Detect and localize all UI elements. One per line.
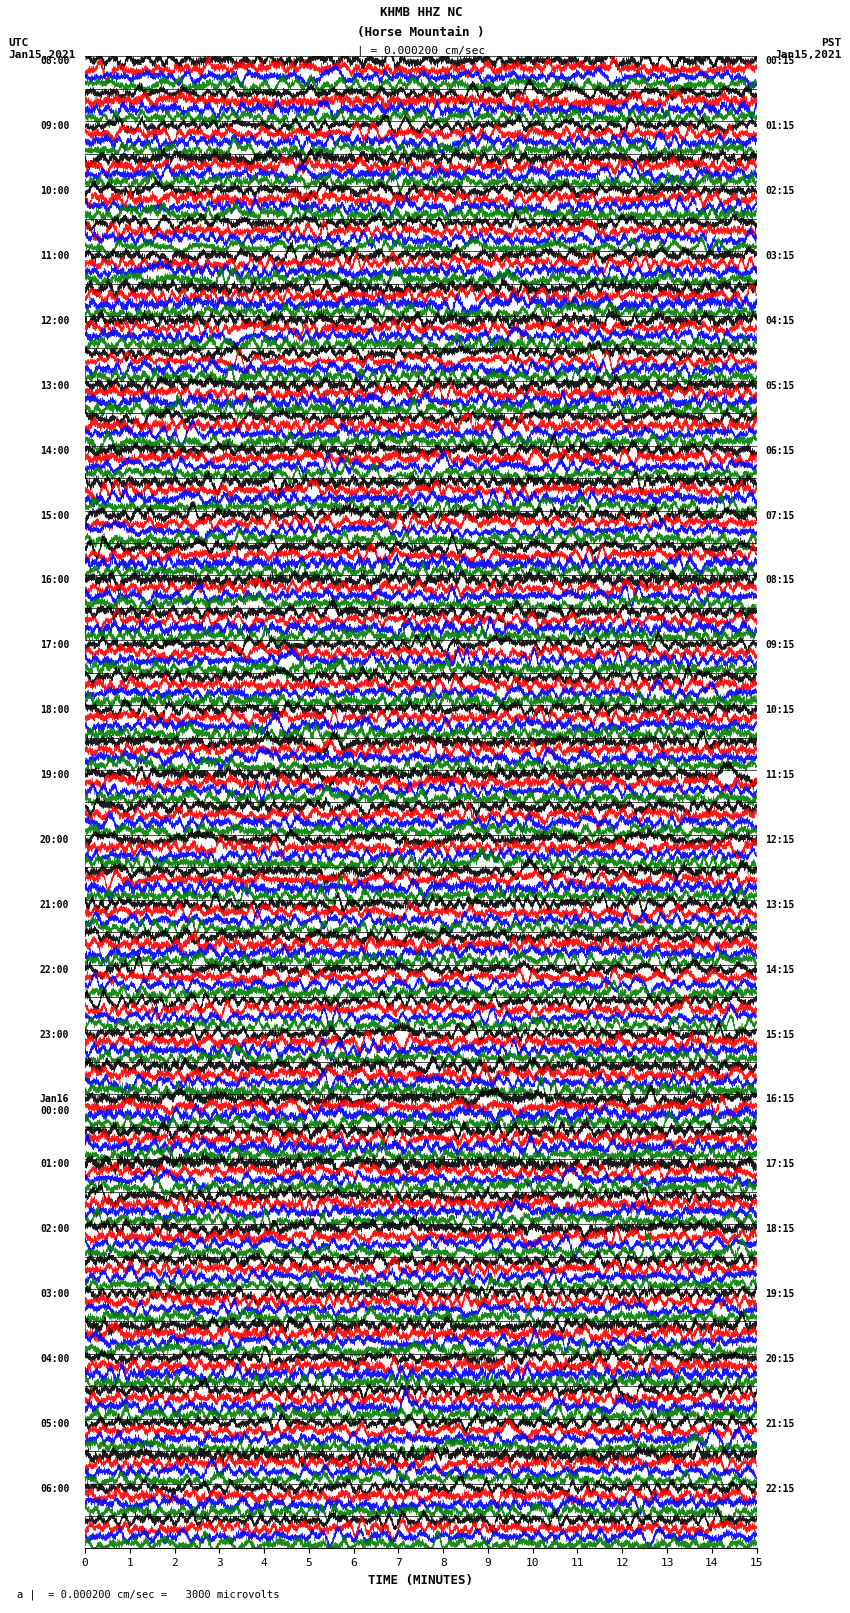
Text: 03:15: 03:15 [766, 252, 795, 261]
Text: 23:00: 23:00 [40, 1029, 70, 1039]
Text: | = 0.000200 cm/sec: | = 0.000200 cm/sec [357, 45, 484, 56]
Text: Jan15,2021: Jan15,2021 [8, 50, 76, 60]
Text: 14:15: 14:15 [766, 965, 795, 974]
Text: 08:00: 08:00 [40, 56, 70, 66]
Text: UTC: UTC [8, 39, 29, 48]
Text: 05:15: 05:15 [766, 381, 795, 390]
Text: 21:00: 21:00 [40, 900, 70, 910]
Text: Jan16
00:00: Jan16 00:00 [40, 1094, 70, 1116]
Text: 13:15: 13:15 [766, 900, 795, 910]
Text: 22:15: 22:15 [766, 1484, 795, 1494]
Text: 20:00: 20:00 [40, 836, 70, 845]
Text: 22:00: 22:00 [40, 965, 70, 974]
Text: 18:15: 18:15 [766, 1224, 795, 1234]
Text: PST: PST [821, 39, 842, 48]
Text: 20:15: 20:15 [766, 1353, 795, 1365]
Text: 02:15: 02:15 [766, 185, 795, 197]
Text: 13:00: 13:00 [40, 381, 70, 390]
Text: 01:00: 01:00 [40, 1160, 70, 1169]
Text: 04:15: 04:15 [766, 316, 795, 326]
Text: 21:15: 21:15 [766, 1419, 795, 1429]
Text: 12:00: 12:00 [40, 316, 70, 326]
Text: 11:15: 11:15 [766, 769, 795, 781]
Text: 09:00: 09:00 [40, 121, 70, 131]
Text: 06:00: 06:00 [40, 1484, 70, 1494]
Text: 02:00: 02:00 [40, 1224, 70, 1234]
Text: 01:15: 01:15 [766, 121, 795, 131]
Text: a |  = 0.000200 cm/sec =   3000 microvolts: a | = 0.000200 cm/sec = 3000 microvolts [17, 1589, 280, 1600]
Text: 19:15: 19:15 [766, 1289, 795, 1298]
Text: 16:00: 16:00 [40, 576, 70, 586]
X-axis label: TIME (MINUTES): TIME (MINUTES) [368, 1574, 473, 1587]
Text: 05:00: 05:00 [40, 1419, 70, 1429]
Text: KHMB HHZ NC: KHMB HHZ NC [379, 6, 462, 19]
Text: 15:15: 15:15 [766, 1029, 795, 1039]
Text: 14:00: 14:00 [40, 445, 70, 456]
Text: 04:00: 04:00 [40, 1353, 70, 1365]
Text: 15:00: 15:00 [40, 511, 70, 521]
Text: 09:15: 09:15 [766, 640, 795, 650]
Text: Jan15,2021: Jan15,2021 [774, 50, 842, 60]
Text: 17:00: 17:00 [40, 640, 70, 650]
Text: 10:15: 10:15 [766, 705, 795, 715]
Text: (Horse Mountain ): (Horse Mountain ) [357, 26, 484, 39]
Text: 08:15: 08:15 [766, 576, 795, 586]
Text: 19:00: 19:00 [40, 769, 70, 781]
Text: 11:00: 11:00 [40, 252, 70, 261]
Text: 16:15: 16:15 [766, 1094, 795, 1105]
Text: 17:15: 17:15 [766, 1160, 795, 1169]
Text: 12:15: 12:15 [766, 836, 795, 845]
Text: 10:00: 10:00 [40, 185, 70, 197]
Text: 18:00: 18:00 [40, 705, 70, 715]
Text: 07:15: 07:15 [766, 511, 795, 521]
Text: 00:15: 00:15 [766, 56, 795, 66]
Text: 03:00: 03:00 [40, 1289, 70, 1298]
Text: 06:15: 06:15 [766, 445, 795, 456]
